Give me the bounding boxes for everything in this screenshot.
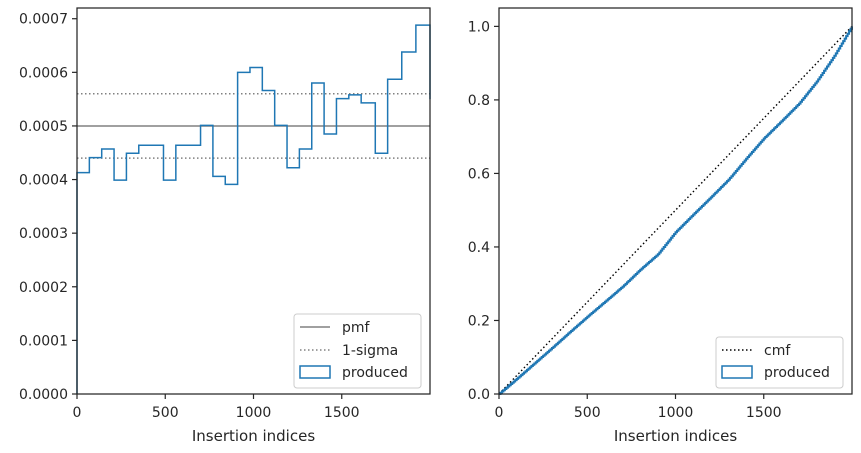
right-panel: 0 500 1000 1500 0.0 0.2 0.4 0.6 0.8 1.0 Insertio… bbox=[468, 7, 853, 445]
left-xtick-label: 0 bbox=[73, 405, 82, 421]
right-ytick-label: 0.6 bbox=[468, 166, 490, 182]
right-x-ticks: 0 500 1000 1500 bbox=[495, 394, 782, 421]
right-plot-area bbox=[499, 8, 852, 394]
series-produced bbox=[499, 26, 853, 395]
legend-produced-label-right: produced bbox=[764, 365, 830, 381]
left-ytick-label: 0.0002 bbox=[19, 280, 68, 296]
legend-pmf-label: pmf bbox=[342, 320, 371, 336]
left-histogram bbox=[76, 24, 431, 394]
left-ytick-label: 0.0007 bbox=[19, 12, 68, 28]
legend-cmf-label: cmf bbox=[764, 343, 791, 359]
legend-produced-label: produced bbox=[342, 365, 408, 381]
left-y-ticks: 0.0000 0.0001 0.0002 0.0003 0.0004 0.0005 0.00… bbox=[19, 12, 77, 403]
left-ytick-label: 0.0005 bbox=[19, 119, 68, 135]
right-ytick-label: 0.2 bbox=[468, 313, 490, 329]
right-xtick-label: 1500 bbox=[746, 405, 782, 421]
left-legend: pmf 1-sigma produced bbox=[293, 313, 422, 389]
legend-produced-swatch-right bbox=[721, 365, 753, 379]
left-xtick-label: 1500 bbox=[324, 405, 360, 421]
left-ytick-label: 0.0001 bbox=[19, 333, 68, 349]
right-ytick-label: 0.8 bbox=[468, 93, 490, 109]
right-xtick-label: 1000 bbox=[658, 405, 694, 421]
left-xtick-label: 1000 bbox=[236, 405, 272, 421]
right-xtick-label: 0 bbox=[495, 405, 504, 421]
left-panel: 0 500 1000 1500 0.00000.00010.00020.00030.0… bbox=[19, 7, 431, 445]
series-cmf bbox=[498, 25, 853, 395]
right-legend: cmf produced bbox=[715, 336, 844, 389]
right-ytick-label: 0.4 bbox=[468, 240, 490, 256]
left-ytick-label: 0.0004 bbox=[19, 173, 68, 189]
legend-1-sigma-label: 1-sigma bbox=[342, 343, 398, 359]
right-xtick-label: 500 bbox=[574, 405, 601, 421]
left-ytick-label: 0.0000 bbox=[19, 387, 68, 403]
left-ytick-label: 0.0006 bbox=[19, 65, 68, 81]
left-ytick-label: 0.0003 bbox=[19, 226, 68, 242]
right-ytick-label: 0.0 bbox=[468, 387, 490, 403]
left-xtick-label: 500 bbox=[152, 405, 179, 421]
right-lines bbox=[498, 25, 853, 395]
right-legend-box bbox=[715, 336, 844, 389]
left-legend-box bbox=[293, 313, 422, 389]
legend-produced-swatch bbox=[299, 365, 331, 379]
left-reference-lines bbox=[77, 93, 430, 159]
left-x-ticks: 0 500 1000 1500 bbox=[73, 394, 360, 421]
left-x-axis-label: Insertion indices bbox=[192, 427, 315, 445]
right-ytick-label: 1.0 bbox=[468, 19, 490, 35]
produced-histogram bbox=[76, 24, 431, 394]
right-y-ticks: 0.0 0.2 0.4 0.6 0.8 1.0 bbox=[468, 19, 499, 403]
right-x-axis-label: Insertion indices bbox=[614, 427, 737, 445]
